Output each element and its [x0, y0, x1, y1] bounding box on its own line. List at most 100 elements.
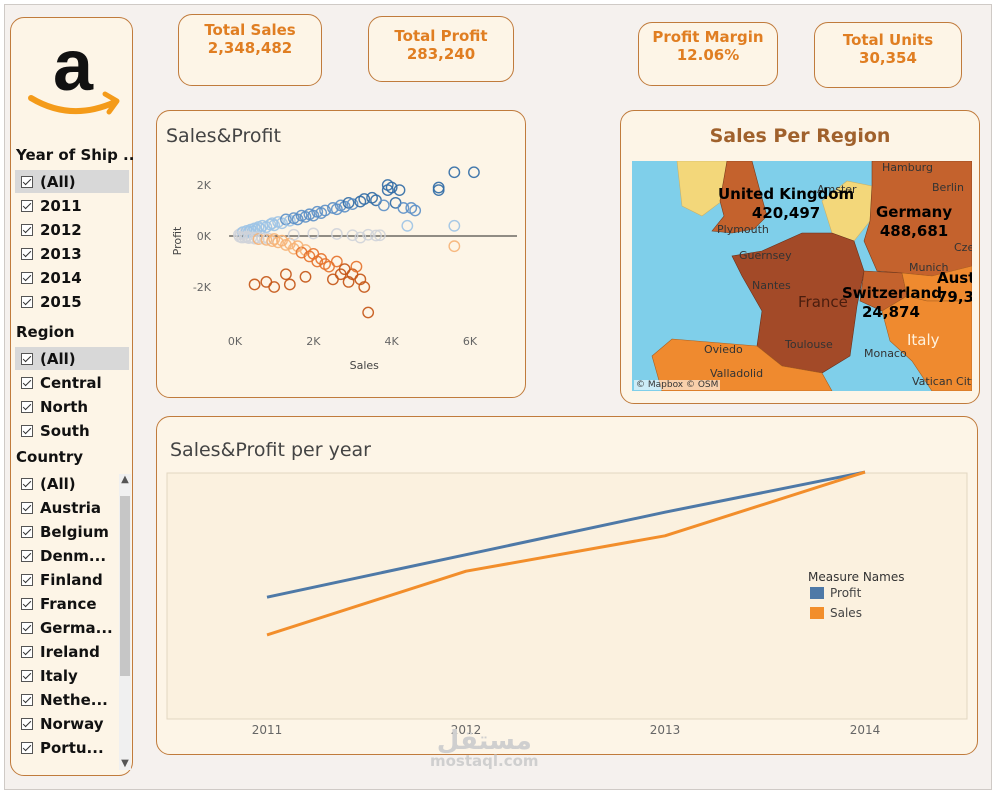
- country-filter-option[interactable]: Portu...: [21, 736, 129, 759]
- year-filter-option[interactable]: (All): [15, 170, 129, 193]
- checkbox-checked-icon[interactable]: [21, 175, 33, 188]
- filter-option-label: Denm...: [40, 546, 107, 565]
- filter-option-label: 2012: [40, 220, 82, 239]
- country-filter-option[interactable]: Ireland: [21, 640, 129, 663]
- scatter-chart[interactable]: 2K 0K -2K 0K 2K 4K 6K Sales Profit: [157, 111, 523, 395]
- scatter-point: [385, 181, 398, 194]
- checkbox-checked-icon[interactable]: [21, 352, 33, 365]
- scatter-point: [346, 198, 359, 211]
- country-filter-option[interactable]: Denm...: [21, 544, 129, 567]
- checkbox-checked-icon[interactable]: [21, 717, 33, 730]
- filter-option-label: 2011: [40, 196, 82, 215]
- map-attribution[interactable]: © Mapbox © OSM: [634, 380, 721, 390]
- scatter-point: [338, 200, 351, 213]
- year-filter-option[interactable]: 2013: [21, 242, 129, 265]
- scatter-point: [248, 278, 261, 291]
- country-filter-option[interactable]: Finland: [21, 568, 129, 591]
- scatter-point: [401, 219, 414, 232]
- line-chart[interactable]: 2011 2012 2013 2014: [157, 417, 975, 752]
- x-tick-label: 2012: [451, 723, 482, 737]
- kpi-profit-margin-value: 12.06%: [676, 46, 740, 64]
- region-filter-option[interactable]: North: [21, 395, 129, 418]
- x-tick-label: 2011: [252, 723, 283, 737]
- checkbox-checked-icon[interactable]: [21, 247, 33, 260]
- checkbox-checked-icon[interactable]: [21, 573, 33, 586]
- year-filter-option[interactable]: 2012: [21, 218, 129, 241]
- country-filter-option[interactable]: (All): [21, 472, 129, 495]
- filter-option-label: Belgium: [40, 522, 109, 541]
- country-filter-option[interactable]: Italy: [21, 664, 129, 687]
- region-filter-option[interactable]: South: [21, 419, 129, 442]
- scroll-up-icon[interactable]: ▲: [121, 474, 129, 485]
- region-filter-option[interactable]: (All): [15, 347, 129, 370]
- checkbox-checked-icon[interactable]: [21, 645, 33, 658]
- scatter-point: [319, 204, 331, 217]
- checkbox-checked-icon[interactable]: [21, 271, 33, 284]
- country-filter-option[interactable]: Norway: [21, 712, 129, 735]
- country-filter-option[interactable]: France: [21, 592, 129, 615]
- checkbox-checked-icon[interactable]: [21, 549, 33, 562]
- checkbox-checked-icon[interactable]: [21, 477, 33, 490]
- year-filter-option[interactable]: 2015: [21, 290, 129, 313]
- place-label: Toulouse: [785, 338, 833, 351]
- y-tick-label: 2K: [197, 179, 212, 192]
- country-filter-option[interactable]: Austria: [21, 496, 129, 519]
- legend-label: Sales: [830, 606, 862, 620]
- scatter-point: [330, 228, 343, 240]
- filter-option-label: France: [40, 594, 97, 613]
- legend-item[interactable]: Sales: [810, 606, 862, 620]
- scroll-down-icon[interactable]: ▼: [121, 758, 129, 769]
- legend-item[interactable]: Profit: [810, 586, 861, 600]
- country-filter-option[interactable]: Nethe...: [21, 688, 129, 711]
- checkbox-checked-icon[interactable]: [21, 501, 33, 514]
- country-scrollbar[interactable]: ▲ ▼: [119, 474, 131, 770]
- kpi-total-units[interactable]: Total Units 30,354: [814, 22, 962, 88]
- scatter-point: [377, 199, 390, 212]
- year-filter-option[interactable]: 2014: [21, 266, 129, 289]
- scroll-thumb[interactable]: [120, 496, 130, 676]
- scatter-point: [291, 213, 304, 226]
- filter-option-label: Norway: [40, 714, 104, 733]
- year-filter-option[interactable]: 2011: [21, 194, 129, 217]
- kpi-profit-margin[interactable]: Profit Margin 12.06%: [638, 22, 778, 86]
- place-label: Cze: [954, 241, 972, 254]
- checkbox-checked-icon[interactable]: [21, 693, 33, 706]
- checkbox-checked-icon[interactable]: [21, 741, 33, 754]
- country-filter-option[interactable]: Germa...: [21, 616, 129, 639]
- region-filter-option[interactable]: Central: [21, 371, 129, 394]
- kpi-total-profit-label: Total Profit: [394, 27, 488, 45]
- region-value: 24,874: [862, 303, 920, 321]
- scatter-point: [362, 306, 375, 319]
- scatter-point: [268, 281, 281, 293]
- line-panel: Sales&Profit per year 2011 2012 2013 2014 M…: [156, 416, 978, 755]
- filter-option-label: (All): [40, 474, 76, 493]
- kpi-total-profit-value: 283,240: [406, 45, 476, 63]
- checkbox-checked-icon[interactable]: [21, 376, 33, 389]
- checkbox-checked-icon[interactable]: [21, 669, 33, 682]
- checkbox-checked-icon[interactable]: [21, 223, 33, 236]
- x-tick-label: 6K: [463, 335, 478, 348]
- kpi-total-profit[interactable]: Total Profit 283,240: [368, 16, 514, 82]
- checkbox-checked-icon[interactable]: [21, 424, 33, 437]
- checkbox-checked-icon[interactable]: [21, 295, 33, 308]
- year-filter-title: Year of Ship ..: [16, 146, 135, 164]
- scatter-point: [346, 229, 359, 242]
- place-label: Berlin: [932, 181, 964, 194]
- kpi-total-sales-label: Total Sales: [204, 21, 296, 39]
- scatter-point: [268, 233, 281, 245]
- region-map[interactable]: Hamburg Amster Berlin Plymouth Guernsey …: [632, 161, 972, 391]
- legend-label: Profit: [830, 586, 862, 600]
- checkbox-checked-icon[interactable]: [21, 525, 33, 538]
- checkbox-checked-icon[interactable]: [21, 597, 33, 610]
- place-label: France: [798, 293, 848, 311]
- checkbox-checked-icon[interactable]: [21, 621, 33, 634]
- map-label-uk: United Kingdom 420,497: [718, 185, 854, 223]
- filter-option-label: (All): [40, 172, 76, 191]
- place-label: Plymouth: [717, 223, 769, 236]
- scatter-title: Sales&Profit: [166, 125, 281, 147]
- checkbox-checked-icon[interactable]: [21, 199, 33, 212]
- scatter-point: [448, 240, 461, 253]
- kpi-total-sales[interactable]: Total Sales 2,348,482: [178, 14, 322, 86]
- checkbox-checked-icon[interactable]: [21, 400, 33, 413]
- country-filter-option[interactable]: Belgium: [21, 520, 129, 543]
